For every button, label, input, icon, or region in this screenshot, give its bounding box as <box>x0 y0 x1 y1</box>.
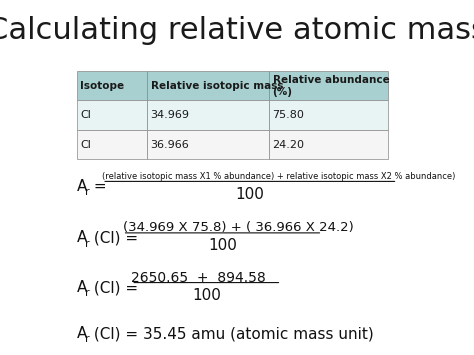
Text: 100: 100 <box>192 288 221 303</box>
Text: (Cl) =: (Cl) = <box>90 230 144 245</box>
Text: (Cl) =: (Cl) = <box>90 280 148 295</box>
Text: r: r <box>85 239 90 248</box>
FancyBboxPatch shape <box>269 71 388 100</box>
Text: 100: 100 <box>208 238 237 253</box>
Text: 75.80: 75.80 <box>273 110 304 120</box>
Text: r: r <box>85 187 90 197</box>
Text: A: A <box>76 326 87 341</box>
FancyBboxPatch shape <box>269 130 388 159</box>
FancyBboxPatch shape <box>76 100 147 130</box>
Text: 36.966: 36.966 <box>151 140 189 150</box>
Text: (relative isotopic mass X1 % abundance) + relative isotopic mass X2 % abundance): (relative isotopic mass X1 % abundance) … <box>102 172 456 181</box>
Text: Isotope: Isotope <box>80 81 124 91</box>
Text: r: r <box>85 334 90 344</box>
Text: A: A <box>76 280 87 295</box>
FancyBboxPatch shape <box>147 71 269 100</box>
Text: Calculating relative atomic mass: Calculating relative atomic mass <box>0 16 474 45</box>
Text: A: A <box>76 230 87 245</box>
Text: A: A <box>76 179 87 194</box>
Text: Relative isotopic mass: Relative isotopic mass <box>151 81 283 91</box>
FancyBboxPatch shape <box>76 130 147 159</box>
Text: (Cl) = 35.45 amu (atomic mass unit): (Cl) = 35.45 amu (atomic mass unit) <box>90 326 374 341</box>
FancyBboxPatch shape <box>76 71 147 100</box>
Text: 100: 100 <box>236 187 264 202</box>
Text: =: = <box>90 179 112 194</box>
Text: (34.969 X 75.8) + ( 36.966 X 24.2): (34.969 X 75.8) + ( 36.966 X 24.2) <box>123 222 353 234</box>
Text: r: r <box>85 288 90 298</box>
Text: 34.969: 34.969 <box>151 110 190 120</box>
Text: 24.20: 24.20 <box>273 140 304 150</box>
FancyBboxPatch shape <box>269 100 388 130</box>
Text: Cl: Cl <box>80 140 91 150</box>
FancyBboxPatch shape <box>147 130 269 159</box>
Text: 2650.65  +  894.58: 2650.65 + 894.58 <box>131 271 266 285</box>
Text: Relative abundance
(%): Relative abundance (%) <box>273 75 389 97</box>
FancyBboxPatch shape <box>147 100 269 130</box>
Text: Cl: Cl <box>80 110 91 120</box>
